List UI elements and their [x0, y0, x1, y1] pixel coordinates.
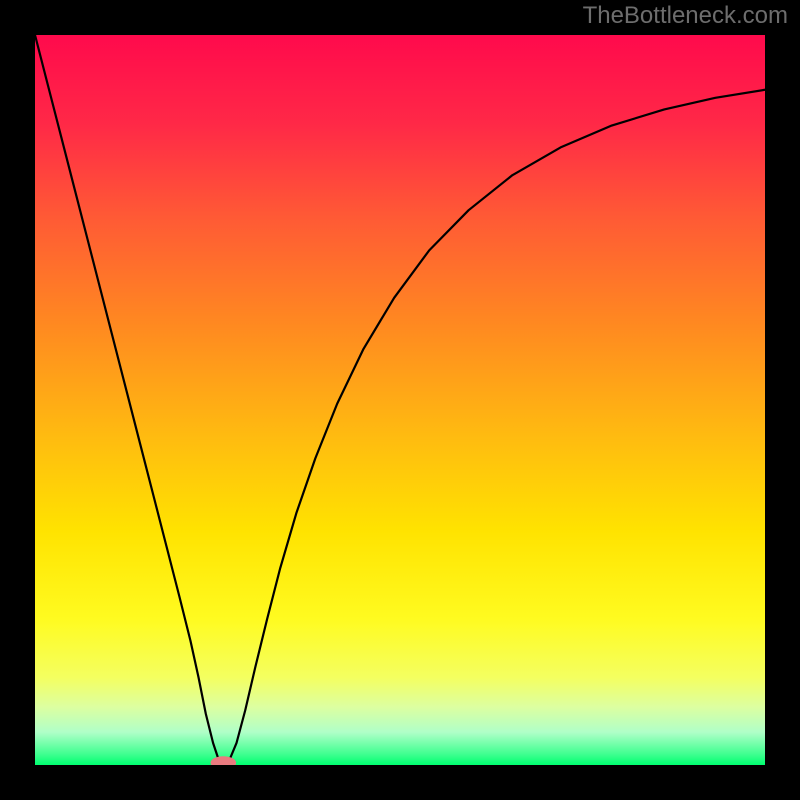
- chart-root: { "watermark": { "text": "TheBottleneck.…: [0, 0, 800, 800]
- plot-background: [35, 35, 765, 765]
- watermark-text: TheBottleneck.com: [583, 2, 788, 30]
- chart-svg: [35, 35, 765, 765]
